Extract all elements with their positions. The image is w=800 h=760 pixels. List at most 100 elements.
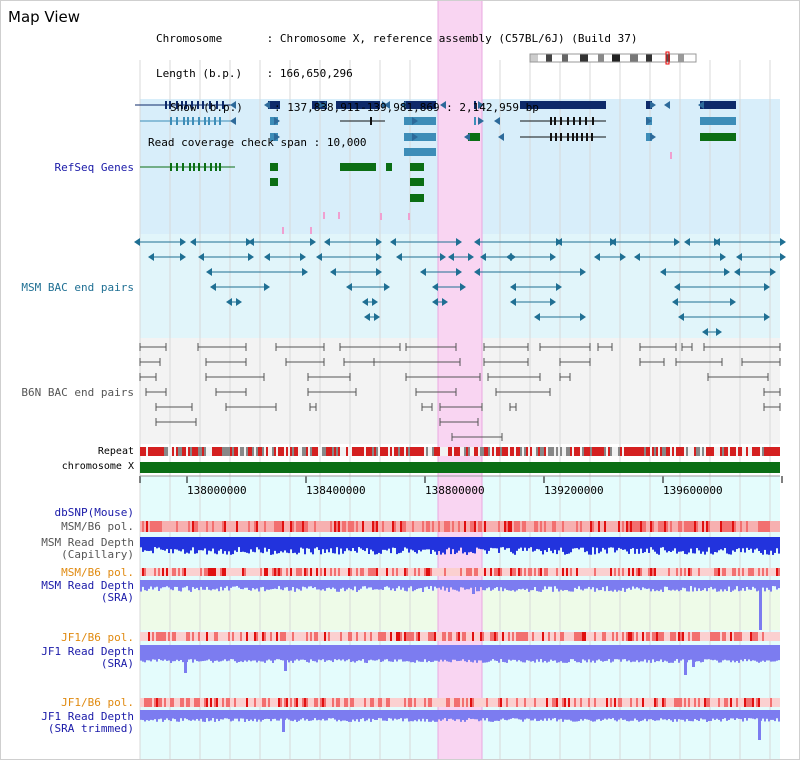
repeat-segment [170, 447, 172, 456]
read-depth-bar [686, 537, 688, 555]
read-depth-bar [272, 645, 274, 663]
read-depth-bar [508, 580, 510, 591]
polymorphism-segment [242, 632, 244, 641]
polymorphism-segment [232, 521, 234, 532]
region-info: Chromosome : Chromosome X, reference ass… [148, 10, 638, 171]
polymorphism-segment [622, 521, 624, 532]
msm-bac-label[interactable]: MSM BAC end pairs [21, 281, 134, 294]
jf1-b6-pol-label[interactable]: JF1/B6 pol. [61, 631, 134, 644]
read-depth-bar [656, 580, 658, 591]
repeat-segment [470, 447, 472, 456]
read-depth-bar [344, 645, 346, 662]
repeat-segment [336, 447, 338, 456]
repeat-segment [412, 447, 414, 456]
repeat-segment [272, 447, 274, 456]
read-depth-bar [418, 645, 420, 662]
jf1-depth-trim-label[interactable]: JF1 Read Depth (SRA trimmed) [41, 711, 134, 735]
polymorphism-segment [578, 698, 580, 707]
read-depth-bar [728, 537, 730, 555]
read-depth-bar [750, 537, 752, 549]
read-depth-bar [262, 537, 264, 554]
polymorphism-segment [386, 632, 388, 641]
msm-bac-end [248, 238, 254, 246]
read-depth-bar [388, 710, 390, 719]
repeat-segment [528, 447, 530, 456]
polymorphism-segment [656, 632, 658, 641]
polymorphism-segment [540, 568, 542, 576]
read-depth-bar [330, 537, 332, 549]
msm-b6-pol-sra-label[interactable]: MSM/B6 pol. [61, 566, 134, 579]
read-depth-bar [598, 537, 600, 554]
polymorphism-segment [620, 568, 622, 576]
read-depth-bar [580, 580, 582, 590]
dbsnp-label[interactable]: dbSNP(Mouse) [54, 506, 134, 519]
read-depth-bar [438, 710, 440, 720]
polymorphism-segment [596, 521, 598, 532]
read-depth-bar [426, 710, 428, 720]
repeat-segment [218, 447, 220, 456]
polymorphism-segment [752, 632, 754, 641]
read-depth-bar [658, 580, 660, 592]
msm-bac-end [376, 253, 382, 261]
polymorphism-segment [502, 632, 504, 641]
read-depth-bar [554, 580, 556, 587]
polymorphism-segment [634, 521, 636, 532]
msm-b6-pol-label[interactable]: MSM/B6 pol. [61, 520, 134, 533]
read-depth-bar [458, 537, 460, 551]
read-depth-bar [762, 580, 764, 588]
read-depth-bar [552, 537, 554, 554]
read-depth-bar [638, 537, 640, 554]
msm-depth-capillary-label[interactable]: MSM Read Depth (Capillary) [41, 537, 134, 561]
read-depth-bar [712, 580, 714, 590]
read-depth-bar [582, 580, 584, 591]
msm-bac-end [206, 268, 212, 276]
read-depth-bar [574, 710, 576, 722]
jf1-depth-sra-label[interactable]: JF1 Read Depth (SRA) [41, 646, 134, 670]
read-depth-bar [472, 710, 474, 719]
read-depth-bar [152, 645, 154, 660]
read-depth-bar [440, 710, 442, 721]
polymorphism-segment [574, 632, 576, 641]
b6n-bac-label[interactable]: B6N BAC end pairs [21, 386, 134, 399]
read-depth-bar [184, 580, 186, 588]
polymorphism-segment [262, 521, 264, 532]
read-depth-bar [284, 580, 286, 588]
jf1-b6-pol-trim-label[interactable]: JF1/B6 pol. [61, 696, 134, 709]
refseq-genes-label[interactable]: RefSeq Genes [54, 161, 134, 174]
polymorphism-segment [538, 521, 540, 532]
polymorphism-segment [384, 698, 386, 707]
read-depth-bar [618, 537, 620, 548]
polymorphism-segment [282, 521, 284, 532]
read-depth-bar [692, 537, 694, 554]
read-depth-bar [160, 537, 162, 550]
read-depth-bar [212, 537, 214, 549]
read-depth-bar [486, 645, 488, 663]
msm-bac-end [780, 238, 786, 246]
repeat-segment [554, 447, 556, 456]
polymorphism-segment [324, 521, 326, 532]
refseq-strand-arrow [664, 101, 670, 109]
refseq-strand-arrow [646, 117, 652, 125]
read-depth-bar [602, 537, 604, 548]
polymorphism-segment [290, 568, 292, 576]
read-depth-bar [324, 537, 326, 553]
read-depth-bar [752, 645, 754, 661]
read-depth-bar [556, 710, 558, 722]
msm-depth-sra-label[interactable]: MSM Read Depth (SRA) [41, 580, 134, 604]
polymorphism-segment [582, 698, 584, 707]
read-depth-bar [172, 580, 174, 591]
read-depth-bar [298, 710, 300, 721]
read-depth-bar [612, 537, 614, 548]
polymorphism-segment [278, 568, 280, 576]
repeat-segment [536, 447, 538, 456]
read-depth-bar [270, 537, 272, 555]
read-depth-bar [236, 710, 238, 719]
polymorphism-segment [548, 568, 550, 576]
read-depth-bar [146, 537, 148, 551]
read-depth-bar [596, 710, 598, 720]
polymorphism-segment [482, 632, 484, 641]
polymorphism-segment [402, 521, 404, 532]
read-depth-bar [338, 710, 340, 720]
msm-bac-end [510, 283, 516, 291]
